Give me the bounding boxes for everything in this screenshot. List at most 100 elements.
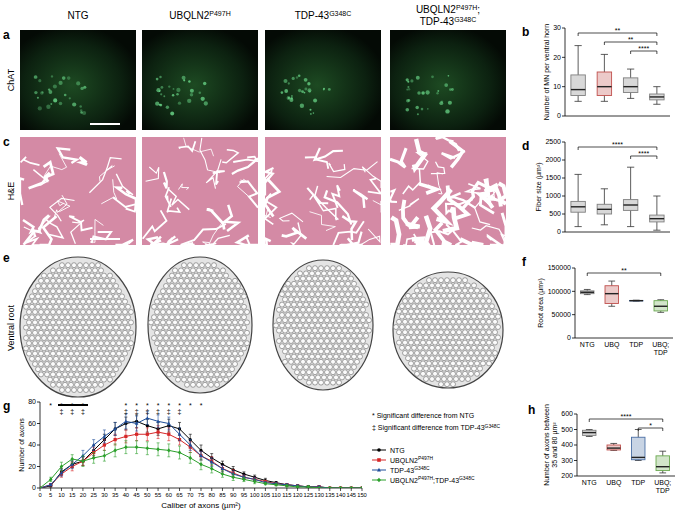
axon — [33, 310, 38, 315]
axon — [114, 294, 119, 299]
axon — [430, 377, 435, 382]
axon — [227, 330, 232, 335]
axon — [63, 341, 68, 346]
axon — [325, 349, 330, 354]
axon — [406, 314, 411, 319]
axon — [212, 294, 217, 299]
fiber-gap — [29, 177, 48, 188]
axon — [194, 356, 199, 361]
x-tick-label: 40 — [123, 492, 129, 498]
axon — [81, 278, 86, 283]
axon — [111, 289, 116, 294]
axon — [439, 361, 444, 366]
axon — [96, 367, 101, 372]
axon — [93, 268, 98, 273]
x-tick — [243, 488, 244, 491]
axon — [221, 330, 226, 335]
axon — [424, 304, 429, 309]
axon — [472, 314, 477, 319]
axon — [66, 325, 71, 330]
text-span: 60 — [28, 420, 36, 427]
axon — [215, 268, 220, 273]
axon — [433, 288, 438, 293]
axon — [487, 351, 492, 356]
axon — [292, 333, 297, 338]
series-line — [40, 418, 362, 488]
axon — [481, 319, 486, 324]
marker — [328, 486, 331, 488]
whisker-cap — [627, 69, 634, 70]
axon — [93, 330, 98, 335]
axon — [161, 320, 166, 325]
axon — [176, 315, 181, 320]
axon — [51, 382, 56, 387]
fiber-gap — [265, 194, 276, 225]
axon — [316, 271, 321, 276]
axon — [173, 351, 178, 356]
median — [623, 204, 637, 205]
axon — [340, 354, 345, 359]
stained-cell — [160, 86, 163, 89]
axon — [155, 351, 160, 356]
axon — [469, 330, 474, 335]
axon — [454, 314, 459, 319]
axon — [427, 340, 432, 345]
image-background — [265, 30, 381, 130]
axon — [436, 377, 441, 382]
axon — [463, 278, 468, 283]
text-span: UBQ; — [652, 341, 669, 349]
axon — [161, 299, 166, 304]
axon — [188, 377, 193, 382]
axon — [87, 341, 92, 346]
y-axis — [565, 142, 566, 232]
axon — [57, 362, 62, 367]
axon — [120, 294, 125, 299]
axon — [415, 361, 420, 366]
axon — [295, 276, 300, 281]
fiber-gap — [58, 148, 77, 163]
axon — [322, 344, 327, 349]
axon — [111, 341, 116, 346]
axon — [75, 351, 80, 356]
axon — [75, 289, 80, 294]
axon — [361, 328, 366, 333]
axon — [445, 309, 450, 314]
axon — [105, 351, 110, 356]
fiber-gap — [116, 240, 134, 245]
axon — [424, 293, 429, 298]
axon — [469, 299, 474, 304]
axon — [487, 330, 492, 335]
x-tick-label: 130 — [314, 492, 324, 498]
y-tick-label: 20 — [28, 463, 36, 470]
axon — [478, 335, 483, 340]
upper-whisker — [656, 87, 657, 94]
axon — [424, 345, 429, 350]
axon — [233, 278, 238, 283]
axon — [93, 362, 98, 367]
axon — [57, 278, 62, 283]
axon — [412, 314, 417, 319]
axon — [286, 354, 291, 359]
axon — [490, 325, 495, 330]
axon — [406, 335, 411, 340]
stained-cell — [421, 91, 425, 95]
axon — [170, 367, 175, 372]
axon — [460, 283, 465, 288]
text-span: Root area (µm²) — [537, 278, 545, 328]
axon — [27, 330, 32, 335]
axon — [334, 365, 339, 370]
stained-cell — [436, 92, 438, 94]
axon — [200, 336, 205, 341]
axon — [164, 367, 169, 372]
axon — [30, 336, 35, 341]
axon — [340, 375, 345, 380]
axon — [239, 330, 244, 335]
axon — [283, 297, 288, 302]
axon — [96, 284, 101, 289]
axon — [212, 346, 217, 351]
axon — [283, 307, 288, 312]
axon — [63, 351, 68, 356]
axon — [463, 361, 468, 366]
axon — [460, 325, 465, 330]
axon — [78, 367, 83, 372]
